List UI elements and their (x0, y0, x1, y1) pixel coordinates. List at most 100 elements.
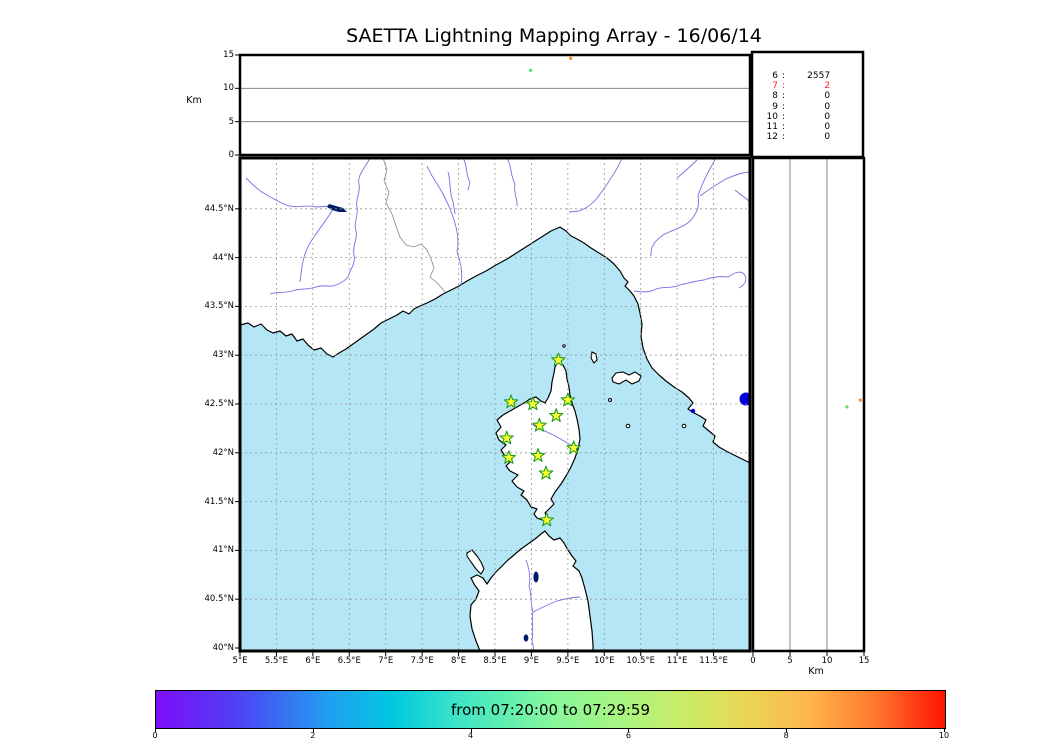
station-star-marker (525, 396, 541, 411)
lon-tick-label: 9.5°E (556, 656, 580, 666)
stats-colon: : (782, 122, 786, 133)
right-xtick-label: 0 (750, 656, 756, 666)
capraia-island (590, 351, 598, 364)
lon-tick-label: 6°E (305, 656, 321, 666)
station-star-marker (548, 408, 564, 422)
lon-tick-label: 7.5°E (410, 656, 434, 666)
source-points-latitude (845, 398, 862, 409)
stats-colon: : (782, 111, 786, 122)
colorbar-tick-mark (155, 728, 156, 732)
stats-row: 11: 0 (760, 122, 854, 132)
top-ytick-label: 5 (228, 116, 234, 127)
colorbar-tick-label: 6 (625, 731, 631, 740)
stats-station-count: 7 (772, 81, 778, 92)
stats-source-count: 0 (824, 111, 831, 122)
stats-row: 7: 2 (760, 81, 854, 91)
map-panel (240, 158, 750, 651)
colorbar-tick-mark (628, 728, 630, 732)
page-title: SAETTA Lightning Mapping Array - 16/06/1… (346, 25, 762, 47)
source-point (845, 405, 849, 409)
lon-tick-label: 6.5°E (337, 656, 361, 666)
station-stats-box: 6: 2557 7: 2 8: 0 9: 0 10: 0 11: 0 12: 0 (760, 71, 854, 142)
stats-station-count: 9 (772, 101, 778, 112)
lake (523, 634, 529, 642)
station-star-marker (551, 352, 566, 367)
altitude-gridlines (240, 87, 750, 123)
stats-row: 8: 0 (760, 91, 854, 101)
colorbar-tick-mark (312, 728, 314, 732)
islet (625, 423, 631, 429)
lat-tick-label: 42°N (212, 447, 234, 458)
station-star-marker (503, 394, 519, 409)
lat-tick-label: 43°N (212, 350, 234, 361)
station-star-marker (539, 512, 554, 527)
stats-source-count: 2 (824, 81, 831, 92)
axis-tick-marks (235, 54, 865, 656)
stats-row: 10: 0 (760, 112, 854, 122)
lake-small-marker (690, 408, 696, 414)
stats-row: 6: 2557 (760, 71, 854, 81)
station-star-marker (499, 430, 514, 445)
station-star-marker (532, 417, 547, 432)
lake-bolsena-marker (739, 392, 750, 406)
stats-station-count: 6 (772, 71, 778, 82)
right-xlabel-km: Km (808, 666, 824, 677)
lon-tick-label: 5.5°E (264, 656, 288, 666)
stats-colon: : (782, 101, 786, 112)
lat-tick-label: 44.5°N (204, 203, 234, 214)
stats-source-count: 0 (824, 101, 831, 112)
top-ytick-label: 0 (228, 150, 234, 160)
colorbar-tick-mark (786, 728, 788, 732)
source-points-time (529, 56, 573, 72)
station-star-marker (538, 465, 554, 480)
lon-tick-label: 11°E (666, 656, 688, 666)
stats-row: 12: 0 (760, 132, 854, 142)
stats-station-count: 10 (766, 111, 778, 122)
station-star-marker (560, 392, 576, 407)
islet (681, 423, 687, 429)
colorbar-tick-mark (470, 728, 472, 732)
source-point (858, 398, 862, 402)
stats-source-count: 0 (824, 122, 831, 133)
islet (608, 398, 612, 402)
elba-island (611, 371, 642, 385)
lon-tick-label: 10°E (594, 656, 615, 666)
panel-frame (751, 156, 866, 653)
stats-colon: : (782, 132, 786, 143)
station-star-marker (566, 440, 581, 455)
right-xtick-label: 5 (787, 656, 793, 666)
colorbar-tick-label: 4 (468, 731, 474, 740)
stats-colon: : (782, 91, 786, 102)
altitude-gridlines (789, 158, 828, 651)
asinara-island (466, 549, 485, 575)
lon-tick-label: 8.5°E (483, 656, 507, 666)
lon-tick-label: 5°E (232, 656, 248, 666)
source-point (569, 56, 573, 60)
lon-tick-label: 10.5°E (626, 656, 655, 666)
lon-tick-label: 8°E (451, 656, 467, 666)
station-star-marker (501, 450, 517, 464)
rivers (245, 158, 750, 651)
lat-tick-label: 40°N (212, 643, 234, 653)
source-point (529, 68, 533, 72)
stats-station-count: 11 (766, 122, 778, 133)
stats-source-count: 0 (824, 132, 831, 143)
lat-tick-label: 43.5°N (204, 301, 234, 312)
corsica-coast (495, 361, 581, 521)
lat-tick-label: 41.5°N (204, 496, 234, 507)
colorbar-tick-label: 2 (310, 731, 316, 740)
lon-tick-label: 7°E (378, 656, 394, 666)
right-xtick-label: 10 (821, 656, 833, 666)
station-star-marker (530, 448, 546, 462)
lat-tick-label: 41°N (212, 545, 234, 556)
lat-tick-label: 42.5°N (204, 399, 234, 409)
stats-source-count: 2557 (807, 71, 831, 82)
lat-tick-label: 44°N (212, 252, 234, 263)
panel-background (753, 158, 864, 651)
right-xtick-label: 15 (858, 656, 870, 666)
lon-tick-label: 9°E (523, 656, 539, 666)
top-ytick-label: 10 (223, 83, 234, 94)
colorbar-tick-label: 10 (938, 731, 950, 740)
